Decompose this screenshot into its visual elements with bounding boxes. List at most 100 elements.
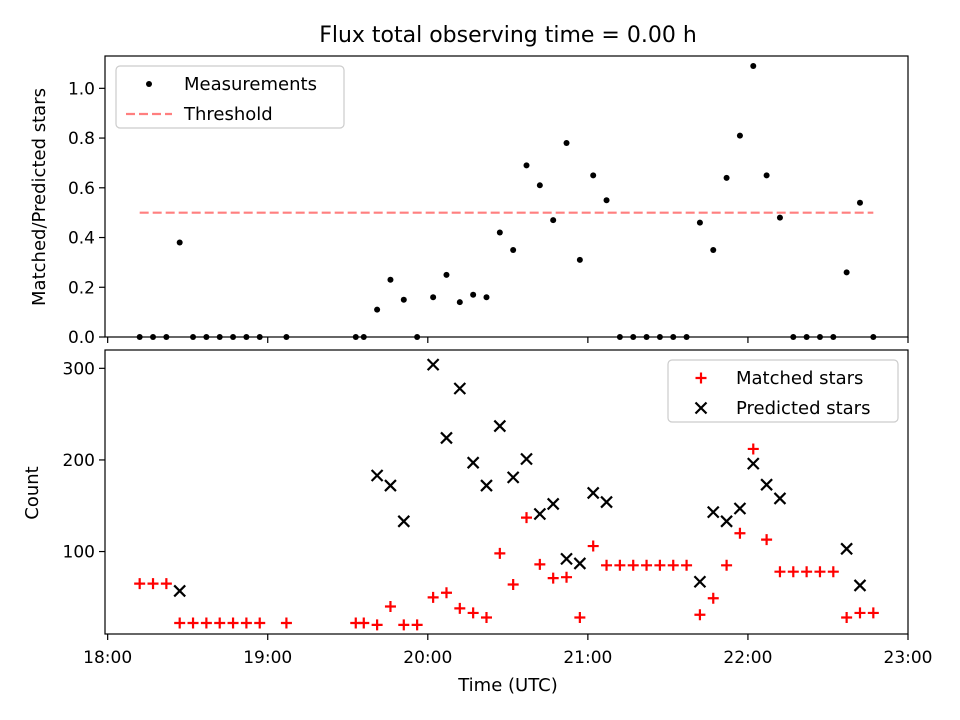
x-tick-label: 18:00 [83,648,132,668]
predicted-stars-point [600,495,613,509]
matched-stars-point [854,607,866,619]
matched-stars-point [747,443,759,455]
matched-stars-point [254,617,266,629]
measurement-point [870,334,877,340]
matched-stars-point [547,572,559,584]
legend: Matched stars Predicted stars [667,359,899,423]
measurement-point [456,299,463,306]
matched-stars-point [494,547,506,559]
matched-stars-point [174,617,186,629]
matched-stars-point [601,559,613,571]
measurement-point [656,334,663,340]
matched-stars-point [454,602,466,614]
measurement-point [163,334,170,340]
measurement-point [360,334,367,340]
matched-stars-point [801,566,813,578]
measurement-point [736,132,743,139]
matched-stars-point [467,607,479,619]
matched-stars-point [761,534,773,546]
measurement-point [150,334,157,340]
predicted-stars-point [733,502,747,515]
matched-stars-point [627,559,639,571]
matched-stars-point [160,578,172,590]
predicted-stars-point [720,515,733,528]
y-tick-label: 0.0 [68,328,95,348]
measurement-point [616,334,623,340]
matched-stars-point [654,559,666,571]
matched-stars-point [147,578,159,590]
measurement-point [603,197,610,204]
predicted-stars-point [493,419,507,433]
matched-stars-point [774,566,786,578]
measurement-point [563,140,570,147]
measurement-point [683,334,690,340]
y-tick-label: 100 [63,543,95,563]
matched-stars-point [440,587,452,599]
measurement-point [243,334,250,340]
measurement-point [843,269,850,276]
measurement-point [856,199,863,206]
matched-stars-point [667,559,679,571]
predicted-stars-point [384,479,397,492]
measurement-point [750,62,757,69]
measurement-point [523,162,530,169]
legend-label: Matched stars [736,368,863,389]
matched-stars-point [480,612,492,624]
measurement-point [710,246,717,253]
legend-frame [667,359,899,423]
predicted-stars-point [760,478,773,491]
measurement-point [283,334,290,340]
measurement-point [387,276,394,283]
matched-stars-point [787,566,799,578]
matched-stars-point [214,617,226,629]
matched-stars-point [841,612,853,624]
matched-stars-point [358,617,370,629]
predicted-stars-point [466,456,480,469]
axes-frame [104,349,909,635]
predicted-stars-point [693,575,707,589]
measurement-point [550,217,557,224]
measurement-point [400,296,407,303]
measurement-point [443,271,450,278]
matched-stars-point [827,566,839,578]
measurement-point [483,294,490,301]
matched-stars-point [280,617,292,629]
measurement-point [190,334,197,340]
measurement-point [510,246,517,253]
bottom-panel: 100 200 300 18:00 19:00 20:00 21:00 22:00 23:00 M… [63,349,933,668]
y-axis-label-bottom: Count [22,466,43,519]
matched-stars-point [721,559,733,571]
legend-frame [115,65,345,129]
y-axis-label-top: Matched/Predicted stars [29,88,50,306]
matched-stars-point [707,592,719,604]
matched-stars-point [867,607,879,619]
measurement-point [816,334,823,340]
y-tick-label: 0.2 [68,278,95,298]
y-tick-label: 200 [63,451,95,471]
predicted-stars-point [560,552,573,566]
y-tick-label: 300 [63,359,95,379]
measurement-point [696,219,703,226]
x-tick-label: 19:00 [243,648,292,668]
x-tick-label: 23:00 [884,648,933,668]
matched-stars-point [574,612,586,624]
measurement-point [670,334,677,340]
matched-stars-point [681,559,693,571]
matched-stars-point [814,566,826,578]
predicted-stars-point [426,358,440,371]
y-tick-label: 0.8 [68,129,95,149]
predicted-stars-point [853,579,867,592]
measurement-point [256,334,263,340]
predicted-stars-point [546,497,560,511]
measurement-point [630,334,637,340]
axes-frame [104,55,909,338]
predicted-stars-point [397,515,411,528]
y-tick-label: 1.0 [68,79,95,99]
predicted-stars-point [440,431,453,445]
predicted-stars-point [506,471,520,484]
predicted-stars-point [370,469,384,482]
predicted-stars-point [453,382,467,395]
top-panel: 0.0 0.2 0.4 0.6 0.8 1.0 Measurements Threshold [68,55,909,348]
matched-stars-point [398,619,410,631]
measurement-point [430,294,437,301]
